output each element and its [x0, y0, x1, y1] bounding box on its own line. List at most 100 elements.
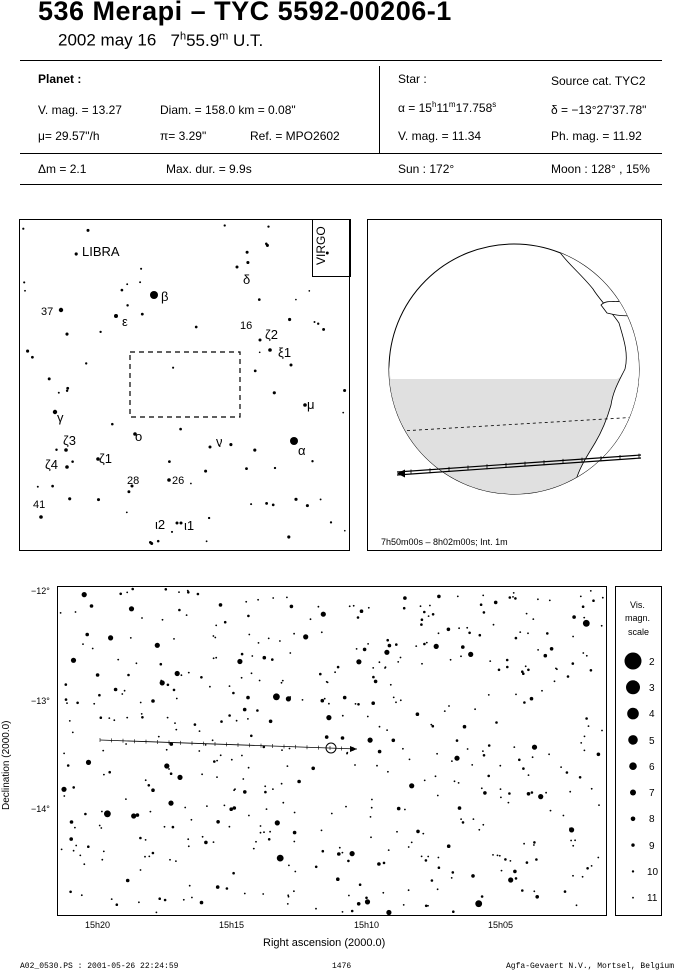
- chart-star: [319, 672, 322, 676]
- chart-star: [514, 636, 518, 640]
- chart-star: [158, 897, 161, 900]
- finder-star: [223, 224, 226, 227]
- chart-star: [340, 736, 345, 740]
- finder-star: [24, 289, 26, 292]
- scale-label-5: 5: [649, 736, 655, 747]
- chart-star: [382, 861, 386, 865]
- chart-star: [572, 844, 575, 847]
- planet-reference: Ref. = MPO2602: [250, 129, 340, 143]
- magnitude-scale: Vis. magn. scale 2 3 4 5 6 7 8 9 10 11: [615, 586, 662, 916]
- chart-star: [264, 785, 267, 788]
- chart-star: [171, 825, 175, 829]
- chart-star: [144, 855, 146, 858]
- earth-globe: 7h50m00s – 8h02m00s; Int. 1m: [381, 243, 642, 547]
- chart-star: [100, 827, 103, 829]
- asteroid-track-ticks: [99, 738, 354, 751]
- scale-dot: [631, 870, 635, 873]
- chart-star: [232, 871, 235, 875]
- chart-star: [259, 825, 262, 827]
- chart-star: [480, 787, 483, 790]
- chart-star: [533, 841, 536, 844]
- finder-star: [258, 338, 262, 342]
- chart-star: [589, 669, 593, 672]
- chart-star: [200, 676, 203, 679]
- finder-star-labels: β ε 37 δ 16 ζ2 ξ1 μ γ ο ν α ζ3 ζ4 ζ1 28 …: [33, 272, 315, 533]
- chart-star: [280, 681, 283, 684]
- chart-star: [317, 605, 320, 608]
- chart-star: [212, 841, 215, 843]
- chart-star: [215, 624, 218, 627]
- chart-star: [499, 788, 502, 790]
- chart-star: [271, 658, 274, 661]
- chart-star: [543, 653, 548, 658]
- finder-star: [325, 251, 329, 255]
- finder-star: [303, 403, 307, 407]
- chart-star: [262, 893, 265, 895]
- chart-star: [262, 655, 267, 660]
- chart-star: [95, 673, 100, 677]
- chart-star: [500, 796, 502, 799]
- star-label-alpha: α: [298, 443, 306, 458]
- finder-star: [313, 321, 316, 323]
- finder-star: [205, 540, 208, 543]
- chart-star: [232, 691, 235, 695]
- chart-star: [72, 786, 75, 789]
- star-label-16: 16: [240, 320, 252, 332]
- scale-label-6: 6: [649, 762, 655, 773]
- delta-magnitude: Δm = 2.1: [38, 162, 87, 176]
- chart-star: [286, 765, 289, 767]
- star-label-nu: ν: [216, 434, 223, 449]
- planet-vmag: V. mag. = 13.27: [38, 103, 122, 117]
- chart-star: [178, 591, 180, 593]
- chart-star: [336, 665, 340, 669]
- chart-star: [548, 599, 551, 602]
- chart-star: [424, 859, 428, 862]
- chart-star: [75, 844, 78, 847]
- chart-star: [377, 862, 381, 866]
- finder-star: [120, 288, 124, 292]
- chart-star: [386, 638, 390, 642]
- finder-star: [99, 330, 102, 334]
- globe-caption: 7h50m00s – 8h02m00s; Int. 1m: [381, 537, 508, 547]
- chart-star: [513, 869, 517, 874]
- chart-star: [590, 865, 593, 867]
- chart-star: [512, 592, 515, 594]
- chart-star: [108, 717, 111, 719]
- finder-star: [31, 355, 34, 359]
- chart-star: [155, 911, 158, 914]
- chart-star: [397, 661, 400, 663]
- chart-star: [348, 605, 351, 608]
- chart-star: [320, 829, 323, 832]
- chart-star: [446, 844, 451, 848]
- chart-star: [101, 858, 104, 861]
- chart-star: [169, 858, 171, 861]
- chart-star: [159, 680, 165, 686]
- chart-star: [386, 909, 392, 916]
- finder-star: [85, 362, 88, 365]
- chart-star: [437, 632, 440, 635]
- chart-star: [140, 713, 143, 715]
- chart-star: [281, 679, 284, 682]
- chart-star: [161, 618, 164, 621]
- star-phmag: Ph. mag. = 11.92: [551, 129, 642, 143]
- chart-star: [247, 718, 249, 720]
- finder-star: [96, 498, 101, 502]
- chart-star: [91, 647, 94, 650]
- chart-star: [448, 705, 450, 707]
- chart-star: [461, 645, 465, 649]
- chart-star: [507, 801, 510, 804]
- chart-star: [387, 643, 392, 648]
- chart-star: [531, 744, 538, 750]
- finder-star: [308, 290, 311, 292]
- star-chart: [57, 586, 607, 916]
- chart-star: [560, 766, 562, 768]
- chart-star: [395, 643, 398, 646]
- chart-star: [364, 899, 371, 905]
- chart-star: [424, 904, 428, 908]
- chart-star: [272, 597, 275, 599]
- chart-star: [483, 791, 487, 795]
- chart-star: [487, 744, 491, 747]
- finder-star: [140, 312, 144, 316]
- chart-star: [240, 652, 244, 656]
- chart-star: [583, 749, 586, 752]
